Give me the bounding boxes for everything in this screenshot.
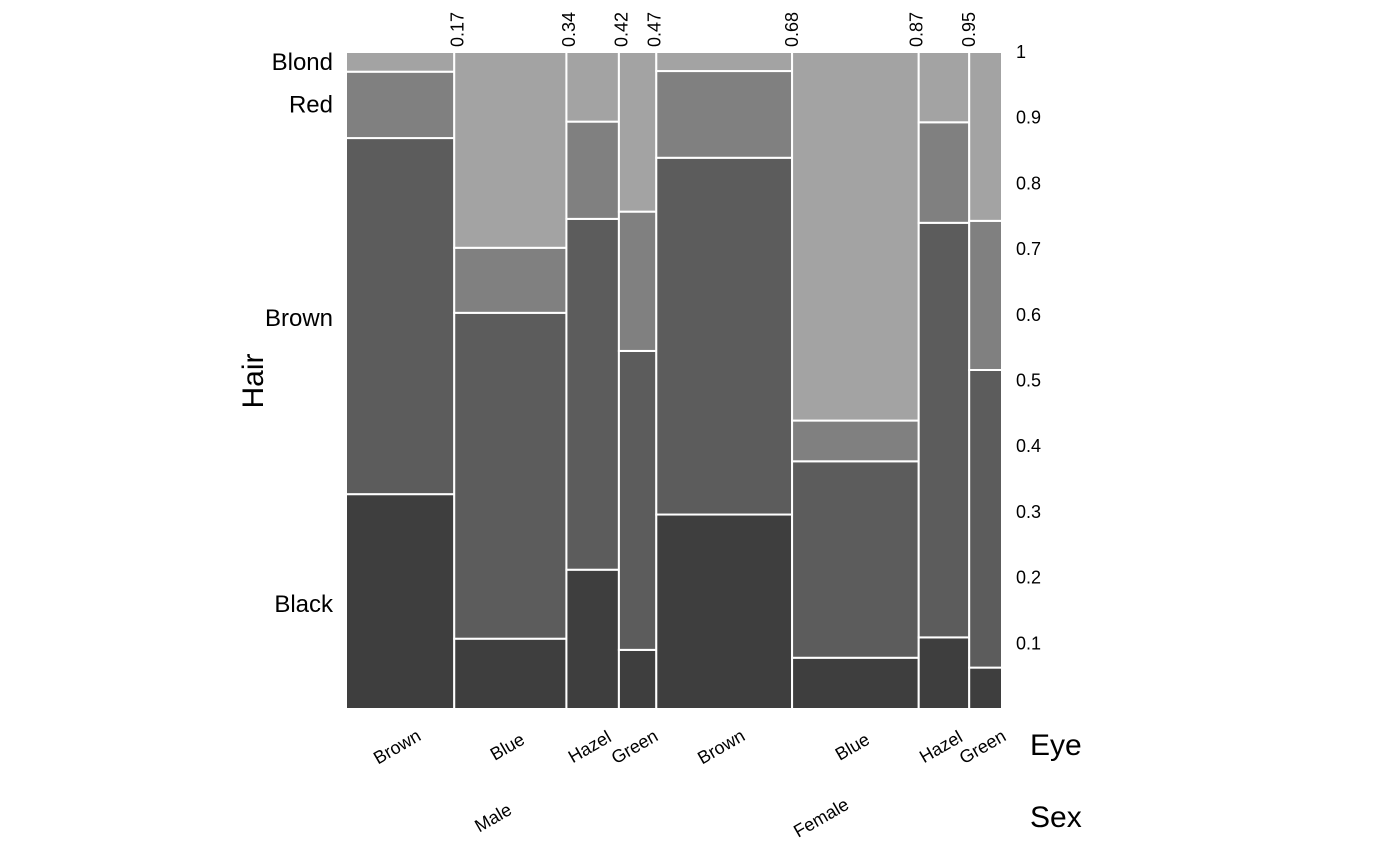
tile-female-blue-red bbox=[791, 419, 920, 463]
tile-male-blue-blond bbox=[453, 51, 568, 249]
tile-female-blue-black bbox=[791, 656, 920, 710]
tile-female-hazel-blond bbox=[917, 51, 971, 124]
right-tick-labels: 0.1 0.2 0.3 0.4 0.5 0.6 0.7 0.8 0.9 1 bbox=[1016, 42, 1041, 653]
tile-female-blue-brown bbox=[791, 460, 920, 659]
top-tick-labels: 0.17 0.34 0.42 0.47 0.68 0.87 0.95 bbox=[448, 12, 980, 47]
tile-female-brown-brown bbox=[655, 156, 794, 516]
sex-label-female: Female bbox=[790, 794, 852, 841]
sex-label-male: Male bbox=[471, 799, 515, 836]
tile-female-green-red bbox=[968, 219, 1004, 371]
tile-male-brown-red bbox=[345, 70, 456, 140]
hair-label-brown: Brown bbox=[265, 305, 333, 332]
tile-male-brown-blond bbox=[345, 51, 456, 73]
eye-label-blue: Blue bbox=[832, 729, 873, 764]
tile-male-hazel-black bbox=[565, 568, 620, 710]
tile-female-green-blond bbox=[968, 51, 1004, 222]
tile-male-green-red bbox=[617, 210, 658, 352]
hair-label-red: Red bbox=[289, 92, 333, 119]
tile-female-brown-blond bbox=[655, 51, 794, 73]
tile-male-blue-black bbox=[453, 637, 568, 711]
eye-label-brown: Brown bbox=[370, 725, 424, 768]
tile-female-green-black bbox=[968, 666, 1004, 710]
tile-male-blue-brown bbox=[453, 311, 568, 640]
right-tick-label: 0.9 bbox=[1016, 108, 1041, 128]
top-tick-label: 0.34 bbox=[559, 12, 579, 47]
top-tick-label: 0.87 bbox=[907, 12, 927, 47]
tile-female-hazel-red bbox=[917, 121, 971, 224]
sex-axis-title: Sex bbox=[1030, 801, 1082, 834]
eye-label-brown: Brown bbox=[694, 725, 748, 768]
eye-label-hazel: Hazel bbox=[916, 727, 966, 767]
sex-level-labels: Male Female bbox=[471, 794, 852, 841]
hair-level-labels: Black Brown Red Blond bbox=[265, 49, 334, 618]
tile-male-hazel-red bbox=[565, 120, 620, 220]
tile-female-green-brown bbox=[968, 368, 1004, 669]
tile-male-brown-brown bbox=[345, 137, 456, 496]
tile-female-hazel-brown bbox=[917, 221, 971, 639]
eye-label-blue: Blue bbox=[487, 729, 528, 764]
right-tick-label: 0.5 bbox=[1016, 371, 1041, 391]
hair-label-black: Black bbox=[274, 591, 334, 618]
right-tick-label: 0.8 bbox=[1016, 173, 1041, 193]
right-tick-label: 0.3 bbox=[1016, 502, 1041, 522]
tile-male-green-brown bbox=[617, 349, 658, 651]
right-tick-label: 0.6 bbox=[1016, 305, 1041, 325]
eye-label-hazel: Hazel bbox=[565, 727, 615, 767]
tile-male-blue-red bbox=[453, 246, 568, 314]
tile-male-hazel-blond bbox=[565, 51, 620, 123]
hair-label-blond: Blond bbox=[272, 49, 333, 76]
tile-male-green-black bbox=[617, 648, 658, 710]
eye-label-green: Green bbox=[956, 726, 1009, 768]
top-tick-label: 0.42 bbox=[612, 12, 632, 47]
right-tick-label: 1 bbox=[1016, 42, 1026, 62]
top-tick-label: 0.95 bbox=[959, 12, 979, 47]
tile-female-brown-red bbox=[655, 70, 794, 159]
tile-male-hazel-brown bbox=[565, 217, 620, 571]
tiles-layer bbox=[345, 51, 1004, 711]
top-tick-label: 0.17 bbox=[448, 12, 468, 47]
tile-male-green-blond bbox=[617, 51, 658, 213]
tile-male-brown-black bbox=[345, 493, 456, 710]
right-tick-label: 0.2 bbox=[1016, 568, 1041, 588]
top-tick-label: 0.47 bbox=[644, 12, 664, 47]
hair-axis-title: Hair bbox=[237, 353, 270, 408]
right-tick-label: 0.1 bbox=[1016, 633, 1041, 653]
right-tick-label: 0.4 bbox=[1016, 436, 1041, 456]
top-tick-label: 0.68 bbox=[782, 12, 802, 47]
eye-label-green: Green bbox=[608, 726, 661, 768]
eye-axis-title: Eye bbox=[1030, 729, 1082, 762]
tile-female-hazel-black bbox=[917, 636, 971, 711]
tile-female-blue-blond bbox=[791, 51, 920, 422]
tile-female-brown-black bbox=[655, 513, 794, 711]
right-tick-label: 0.7 bbox=[1016, 239, 1041, 259]
